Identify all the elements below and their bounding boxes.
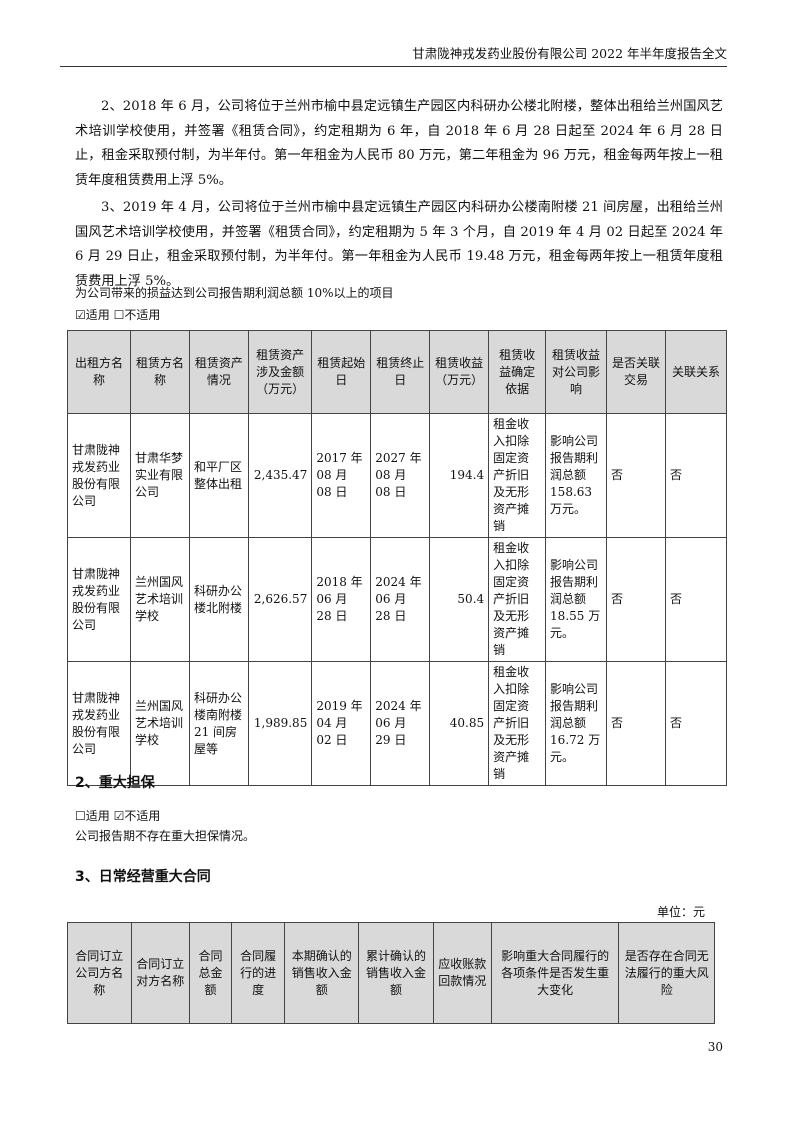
cell-impact: 影响公司报告期利润总额 158.63 万元。 xyxy=(545,413,608,538)
cell-lessee: 兰州国风艺术培训学校 xyxy=(130,661,190,786)
cell-asset: 科研办公楼南附楼 21 间房屋等 xyxy=(188,661,249,786)
cell-lessee: 甘肃华梦实业有限公司 xyxy=(130,413,190,538)
col-related: 是否关联交易 xyxy=(606,330,666,414)
cell-lessor: 甘肃陇神戎发药业股份有限公司 xyxy=(67,413,131,538)
cell-start: 2018 年 06 月 28 日 xyxy=(311,537,372,662)
cell-start: 2019 年 04 月 02 日 xyxy=(311,661,372,786)
guarantee-heading: 2、重大担保 xyxy=(75,775,155,791)
table-row: 甘肃陇神戎发药业股份有限公司 兰州国风艺术培训学校 科研办公楼南附楼 21 间房… xyxy=(67,661,728,786)
table-row: 甘肃陇神戎发药业股份有限公司 兰州国风艺术培训学校 科研办公楼北附楼 2,626… xyxy=(67,537,728,662)
col-conditions-change: 影响重大合同履行的各项条件是否发生重大变化 xyxy=(490,922,620,1024)
cell-amount: 2,626.57 xyxy=(247,537,313,662)
col-end: 租赁终止日 xyxy=(370,330,431,414)
col-company: 合同订立公司方名称 xyxy=(67,922,132,1024)
cell-basis: 租金收入扣除固定资产折旧及无形资产摊销 xyxy=(488,537,547,662)
cell-income: 50.4 xyxy=(429,537,490,662)
col-cumulative-revenue: 累计确认的销售收入金额 xyxy=(358,922,434,1024)
cell-asset: 和平厂区整体出租 xyxy=(188,413,249,538)
lease-applicable-checkbox: ☑适用 ☐不适用 xyxy=(75,308,161,322)
cell-start: 2017 年 08 月 08 日 xyxy=(311,413,372,538)
col-total: 合同总金额 xyxy=(188,922,233,1024)
cell-related: 否 xyxy=(606,661,666,786)
cell-relation: 否 xyxy=(664,413,728,538)
col-start: 租赁起始日 xyxy=(311,330,372,414)
guarantee-text: 公司报告期不存在重大担保情况。 xyxy=(75,829,256,843)
table-header-row: 出租方名称 租赁方名称 租赁资产情况 租赁资产涉及金额（万元） 租赁起始日 租赁… xyxy=(67,330,728,414)
cell-income: 194.4 xyxy=(429,413,490,538)
col-period-revenue: 本期确认的销售收入金额 xyxy=(284,922,360,1024)
cell-impact: 影响公司报告期利润总额 18.55 万元。 xyxy=(545,537,608,662)
guarantee-applicable-checkbox: ☐适用 ☑不适用 xyxy=(75,809,161,823)
col-asset: 租赁资产情况 xyxy=(188,330,249,414)
cell-income: 40.85 xyxy=(429,661,490,786)
col-counterparty: 合同订立对方名称 xyxy=(130,922,190,1024)
col-amount: 租赁资产涉及金额（万元） xyxy=(247,330,313,414)
cell-end: 2027 年 08 月 08 日 xyxy=(370,413,431,538)
cell-lessor: 甘肃陇神戎发药业股份有限公司 xyxy=(67,661,131,786)
col-receivables: 应收账款回款情况 xyxy=(432,922,492,1024)
contracts-table: 合同订立公司方名称 合同订立对方名称 合同总金额 合同履行的进度 本期确认的销售… xyxy=(67,922,715,1024)
contracts-heading: 3、日常经营重大合同 xyxy=(75,869,211,885)
table-row: 甘肃陇神戎发药业股份有限公司 甘肃华梦实业有限公司 和平厂区整体出租 2,435… xyxy=(67,413,728,538)
paragraph-lease-2: 2、2018 年 6 月，公司将位于兰州市榆中县定远镇生产园区内科研办公楼北附楼… xyxy=(75,99,723,188)
cell-basis: 租金收入扣除固定资产折旧及无形资产摊销 xyxy=(488,413,547,538)
cell-lessee: 兰州国风艺术培训学校 xyxy=(130,537,190,662)
cell-relation: 否 xyxy=(664,661,728,786)
col-lessor: 出租方名称 xyxy=(67,330,131,414)
cell-amount: 1,989.85 xyxy=(247,661,313,786)
col-progress: 合同履行的进度 xyxy=(231,922,286,1024)
cell-related: 否 xyxy=(606,413,666,538)
col-risk: 是否存在合同无法履行的重大风险 xyxy=(618,922,715,1024)
cell-relation: 否 xyxy=(664,537,728,662)
cell-basis: 租金收入扣除固定资产折旧及无形资产摊销 xyxy=(488,661,547,786)
page-number: 30 xyxy=(707,1040,723,1054)
col-income: 租赁收益（万元） xyxy=(429,330,490,414)
paragraph-lease-3: 3、2019 年 4 月，公司将位于兰州市榆中县定远镇生产园区内科研办公楼南附楼… xyxy=(75,200,723,289)
cell-asset: 科研办公楼北附楼 xyxy=(188,537,249,662)
col-relation: 关联关系 xyxy=(664,330,728,414)
lease-table: 出租方名称 租赁方名称 租赁资产情况 租赁资产涉及金额（万元） 租赁起始日 租赁… xyxy=(67,330,728,786)
table-header-row: 合同订立公司方名称 合同订立对方名称 合同总金额 合同履行的进度 本期确认的销售… xyxy=(67,922,715,1024)
col-impact: 租赁收益对公司影响 xyxy=(545,330,608,414)
cell-impact: 影响公司报告期利润总额 16.72 万元。 xyxy=(545,661,608,786)
col-lessee: 租赁方名称 xyxy=(130,330,190,414)
cell-end: 2024 年 06 月 29 日 xyxy=(370,661,431,786)
col-basis: 租赁收益确定依据 xyxy=(488,330,547,414)
cell-related: 否 xyxy=(606,537,666,662)
lease-note: 为公司带来的损益达到公司报告期利润总额 10%以上的项目 xyxy=(75,286,394,300)
cell-lessor: 甘肃陇神戎发药业股份有限公司 xyxy=(67,537,131,662)
cell-amount: 2,435.47 xyxy=(247,413,313,538)
page-header: 甘肃陇神戎发药业股份有限公司 2022 年半年度报告全文 xyxy=(60,44,727,67)
cell-end: 2024 年 06 月 28 日 xyxy=(370,537,431,662)
unit-label: 单位：元 xyxy=(656,905,705,919)
